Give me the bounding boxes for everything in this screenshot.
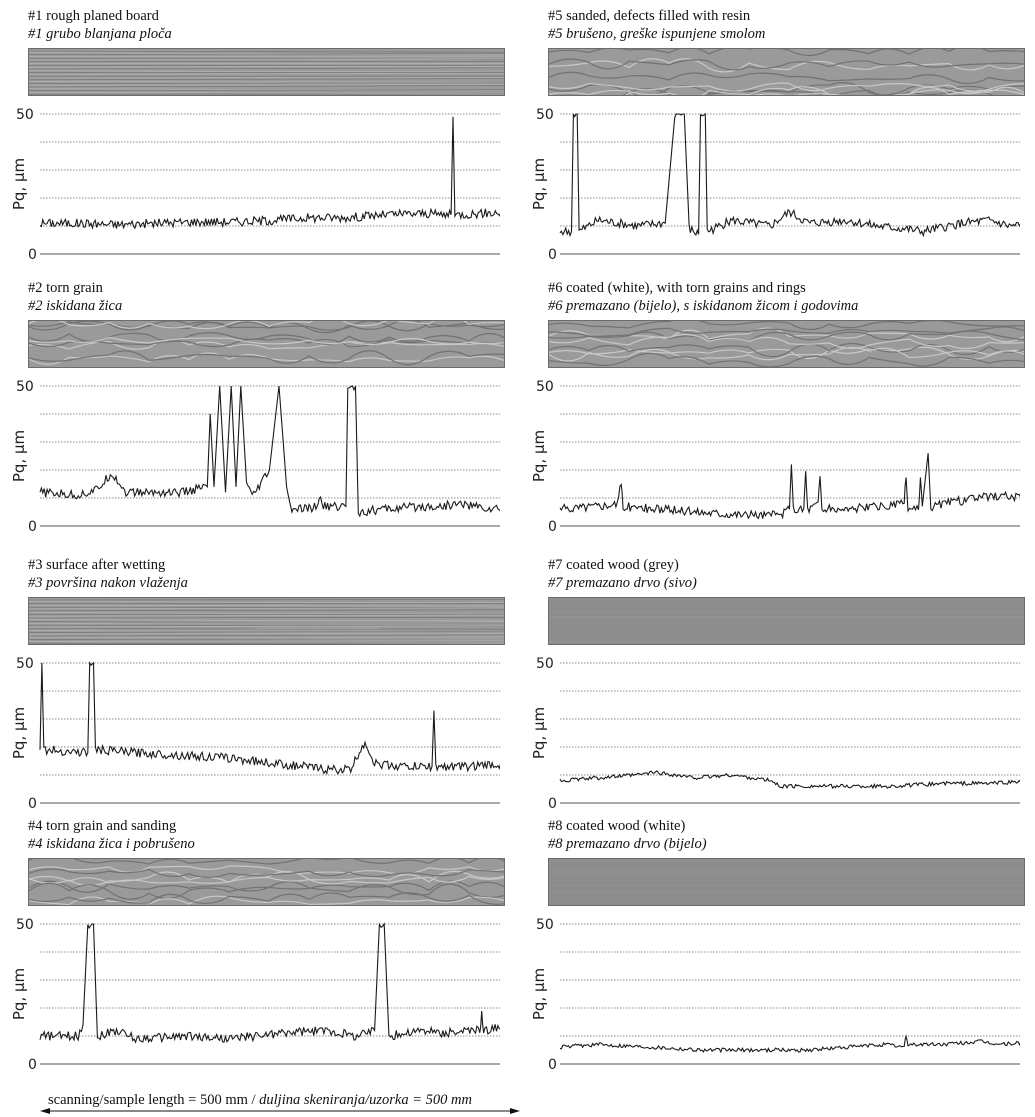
y-axis-label: Pq, µm: [530, 707, 548, 759]
y-tick-label: 50: [16, 656, 34, 672]
series-line: [559, 770, 1020, 790]
chart-title: #8 coated wood (white): [548, 818, 686, 834]
surface-scan-image: [548, 320, 1025, 368]
y-tick-label: 50: [536, 656, 554, 672]
chart-plot: 0 50 Pq, µm: [530, 656, 1020, 812]
chart-subtitle: #6 premazano (bijelo), s iskidanom žicom…: [548, 298, 859, 314]
y-axis-label: Pq, µm: [10, 158, 28, 210]
surface-scan-image: [548, 48, 1025, 96]
y-axis-label: Pq, µm: [530, 158, 548, 210]
y-axis-label: Pq, µm: [530, 430, 548, 482]
y-axis-label: Pq, µm: [10, 430, 28, 482]
chart-title: #1 rough planed board: [28, 8, 159, 24]
chart-subtitle: #8 premazano drvo (bijelo): [548, 836, 707, 852]
chart-title: #3 surface after wetting: [28, 557, 166, 573]
chart-panel-p8: #8 coated wood (white) #8 premazano drvo …: [520, 818, 1025, 1073]
y-tick-label: 0: [28, 796, 37, 812]
chart-subtitle: #1 grubo blanjana ploča: [28, 26, 172, 42]
series-line: [559, 453, 1020, 520]
y-tick-label: 0: [548, 247, 557, 263]
chart-panel-p5: #5 sanded, defects filled with resin #5 b…: [520, 8, 1025, 263]
series-line: [559, 112, 1020, 238]
footer-caption: scanning/sample length = 500 mm / duljin…: [48, 1092, 472, 1109]
y-axis-label: Pq, µm: [530, 968, 548, 1020]
chart-plot: 0 50 Pq, µm: [530, 917, 1020, 1073]
surface-scan-image: [28, 597, 505, 645]
chart-subtitle: #7 premazano drvo (sivo): [548, 575, 697, 591]
chart-panel-p7: #7 coated wood (grey) #7 premazano drvo (…: [520, 557, 1025, 812]
y-tick-label: 0: [548, 519, 557, 535]
y-tick-label: 0: [28, 1057, 37, 1073]
series-line: [39, 922, 500, 1044]
y-tick-label: 50: [536, 379, 554, 395]
surface-scan-image: [548, 597, 1025, 645]
chart-title: #5 sanded, defects filled with resin: [548, 8, 751, 24]
chart-subtitle: #2 iskidana žica: [28, 298, 123, 314]
y-axis-label: Pq, µm: [10, 968, 28, 1020]
footer-en: scanning/sample length = 500 mm /: [48, 1092, 260, 1108]
chart-plot: 0 50 Pq, µm: [10, 917, 500, 1073]
chart-title: #6 coated (white), with torn grains and …: [548, 280, 806, 296]
chart-title: #7 coated wood (grey): [548, 557, 679, 573]
chart-plot: 0 50 Pq, µm: [10, 379, 500, 535]
surface-scan-image: [28, 48, 505, 96]
chart-subtitle: #5 brušeno, greške ispunjene smolom: [548, 26, 766, 42]
chart-panel-p2: #2 torn grain #2 iskidana žica 0 50 Pq, µm: [0, 280, 505, 535]
chart-panel-p6: #6 coated (white), with torn grains and …: [520, 280, 1025, 535]
chart-panel-p1: #1 rough planed board #1 grubo blanjana p…: [0, 8, 505, 263]
chart-panel-p3: #3 surface after wetting #3 površina nako…: [0, 557, 505, 812]
y-tick-label: 50: [16, 107, 34, 123]
chart-plot: 0 50 Pq, µm: [10, 656, 500, 812]
surface-scan-image: [28, 858, 505, 906]
y-tick-label: 50: [536, 917, 554, 933]
chart-subtitle: #3 površina nakon vlaženja: [28, 575, 188, 591]
chart-plot: 0 50 Pq, µm: [530, 107, 1020, 263]
length-arrow-head-right: [510, 1108, 520, 1114]
series-line: [39, 385, 500, 518]
y-tick-label: 50: [536, 107, 554, 123]
length-arrow-head-left: [40, 1108, 50, 1114]
y-tick-label: 50: [16, 917, 34, 933]
chart-plot: 0 50 Pq, µm: [10, 107, 500, 263]
y-tick-label: 50: [16, 379, 34, 395]
chart-panel-p4: #4 torn grain and sanding #4 iskidana žic…: [0, 818, 505, 1073]
footer-hr: duljina skeniranja/uzorka = 500 mm: [259, 1092, 472, 1108]
surface-scan-image: [548, 858, 1025, 906]
y-tick-label: 0: [548, 796, 557, 812]
series-line: [39, 116, 500, 230]
y-tick-label: 0: [28, 519, 37, 535]
length-arrow: [40, 1108, 520, 1114]
series-line: [559, 1034, 1020, 1054]
y-axis-label: Pq, µm: [10, 707, 28, 759]
y-tick-label: 0: [548, 1057, 557, 1073]
chart-title: #4 torn grain and sanding: [28, 818, 177, 834]
surface-scan-image: [28, 320, 505, 368]
y-tick-label: 0: [28, 247, 37, 263]
chart-title: #2 torn grain: [28, 280, 103, 296]
chart-plot: 0 50 Pq, µm: [530, 379, 1020, 535]
chart-subtitle: #4 iskidana žica i pobrušeno: [28, 836, 195, 852]
series-line: [39, 661, 500, 775]
